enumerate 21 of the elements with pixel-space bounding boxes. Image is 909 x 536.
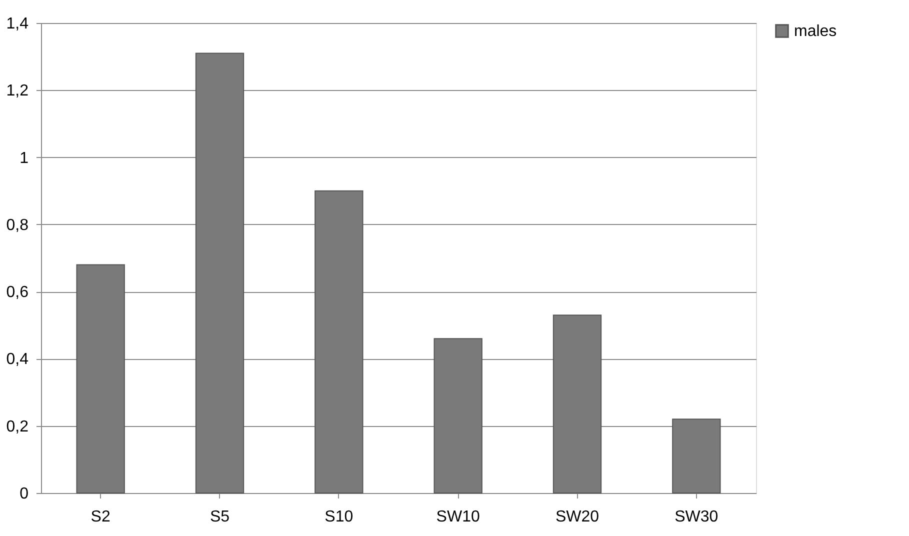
bar [672,418,721,494]
x-tick-label: SW30 [674,508,718,526]
y-tick-label: 0 [20,486,29,502]
y-tick-label: 0,2 [6,418,29,436]
y-tick-label: 0,8 [6,216,29,234]
bar [76,264,125,494]
legend-label: males [794,23,837,40]
x-tick-label: SW20 [555,508,600,526]
y-tick-label: 0,6 [6,284,29,302]
bar [434,338,482,494]
y-tick-label: 0,4 [6,351,29,368]
y-tick-label: 1,2 [6,82,29,100]
x-tick-label: S5 [210,508,230,526]
y-tick-label: 1,4 [6,16,29,32]
bar [314,190,364,494]
x-tick-label: SW10 [436,508,480,526]
bar [195,52,244,494]
x-tick-label: S2 [90,508,110,526]
bar [552,314,602,494]
y-tick-label: 1 [20,150,29,167]
x-tick-label: S10 [324,508,354,526]
